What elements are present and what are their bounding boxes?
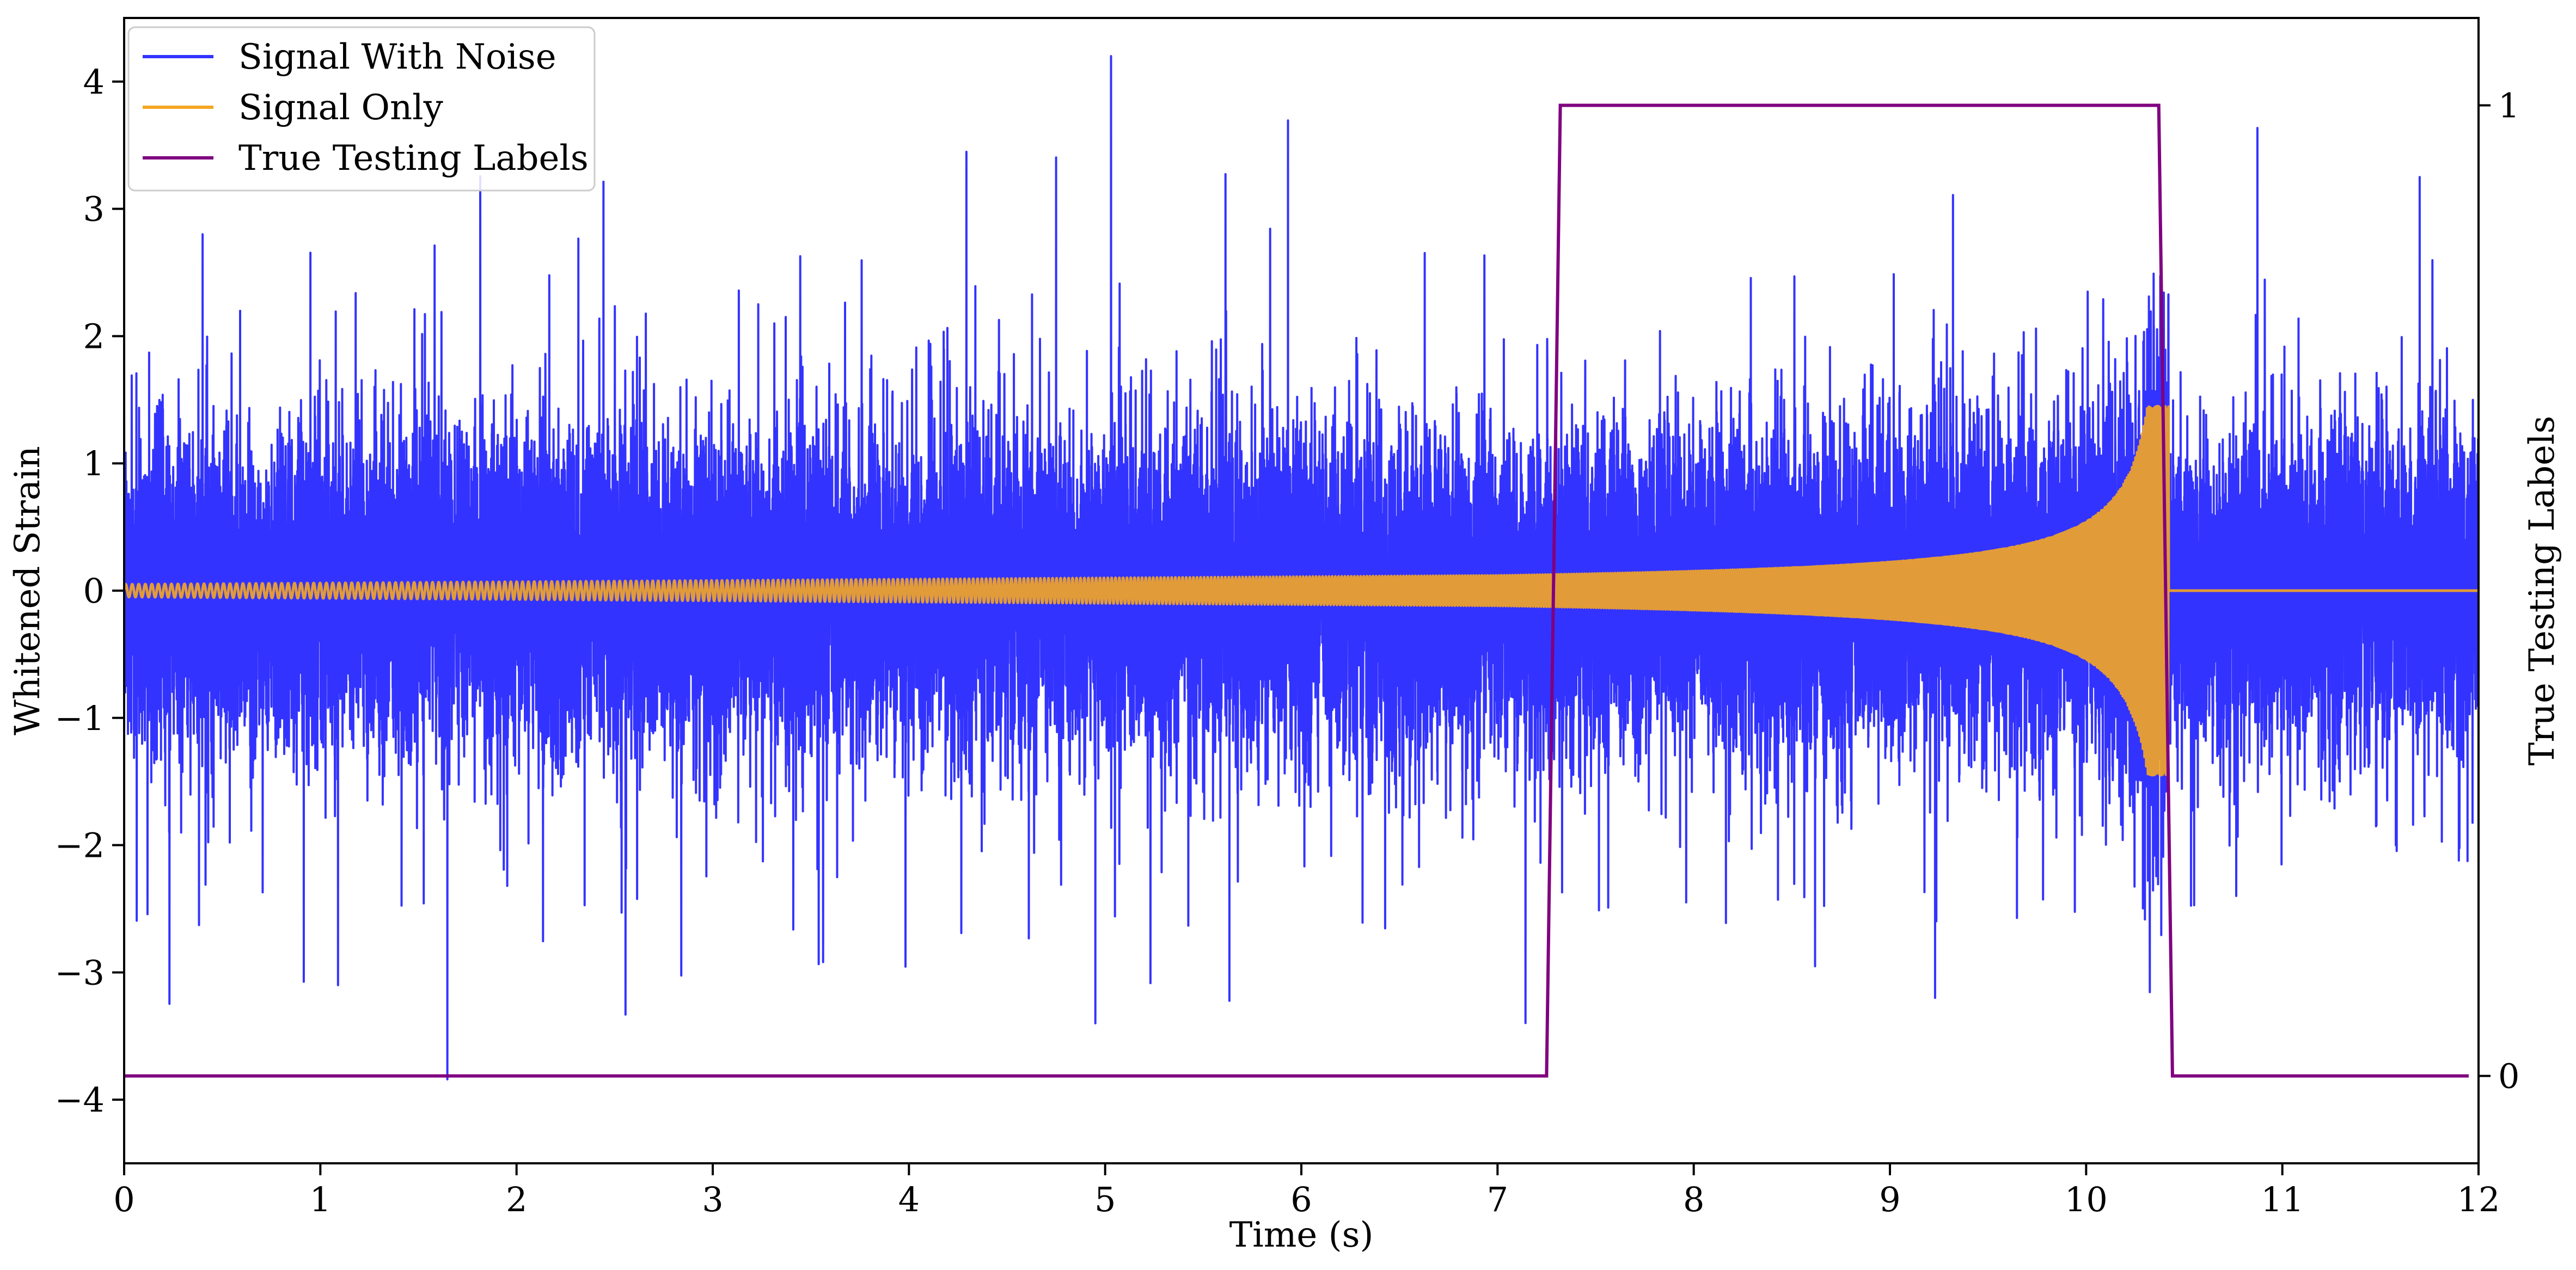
- y-axis-label: Whitened Strain: [8, 446, 48, 735]
- series-line-signal-only: [124, 404, 2479, 777]
- x-tick-label: 10: [2065, 1180, 2108, 1219]
- series-line-signal-with-noise: [124, 55, 2479, 1081]
- y-right-tick-label: 0: [2498, 1057, 2519, 1096]
- x-tick-label: 7: [1487, 1180, 1508, 1219]
- x-tick-label: 2: [506, 1180, 527, 1219]
- x-axis-label: Time (s): [1229, 1215, 1374, 1255]
- legend: Signal With Noise Signal Only True Testi…: [127, 26, 596, 192]
- y-tick-label: −2: [55, 826, 105, 866]
- y-tick-label: −1: [55, 698, 105, 738]
- legend-entry-signal-only: Signal Only: [143, 88, 443, 128]
- x-tick-label: 5: [1094, 1180, 1116, 1219]
- legend-entry-signal-with-noise: Signal With Noise: [143, 37, 556, 77]
- y-axis-ticks: −4 −3 −2 −1 0 1 2 3 4: [55, 62, 124, 1120]
- x-tick-label: 9: [1879, 1180, 1900, 1219]
- x-tick-label: 4: [898, 1180, 920, 1219]
- series-layer: [124, 55, 2479, 1081]
- x-tick-label: 8: [1683, 1180, 1704, 1219]
- legend-label-true-testing-labels: True Testing Labels: [238, 138, 589, 179]
- y-tick-label: −3: [55, 953, 105, 992]
- x-tick-label: 0: [113, 1180, 134, 1219]
- x-tick-label: 11: [2261, 1180, 2304, 1219]
- x-tick-label: 6: [1290, 1180, 1312, 1219]
- x-tick-label: 1: [310, 1180, 331, 1219]
- x-tick-label: 3: [702, 1180, 723, 1219]
- y-tick-label: 3: [83, 189, 105, 229]
- legend-label-signal-only: Signal Only: [238, 88, 443, 128]
- legend-entry-true-testing-labels: True Testing Labels: [143, 138, 589, 179]
- y-right-tick-label: 1: [2498, 85, 2519, 125]
- series-line-true-testing-labels: [124, 103, 2469, 1078]
- y-right-axis-ticks: 01: [2479, 85, 2519, 1096]
- y-tick-label: 4: [83, 62, 105, 102]
- y-tick-label: −4: [55, 1080, 105, 1120]
- y-tick-label: 1: [83, 444, 105, 483]
- y-right-axis-label: True Testing Labels: [2522, 416, 2562, 766]
- legend-label-signal-with-noise: Signal With Noise: [238, 37, 556, 77]
- x-axis-ticks: 0 1 2 3 4 5 6 7 8 9 10 11 12: [113, 1163, 2500, 1219]
- legend-box: [127, 26, 596, 192]
- y-tick-label: 0: [83, 571, 105, 611]
- x-tick-label: 12: [2457, 1180, 2500, 1219]
- y-tick-label: 2: [83, 316, 105, 356]
